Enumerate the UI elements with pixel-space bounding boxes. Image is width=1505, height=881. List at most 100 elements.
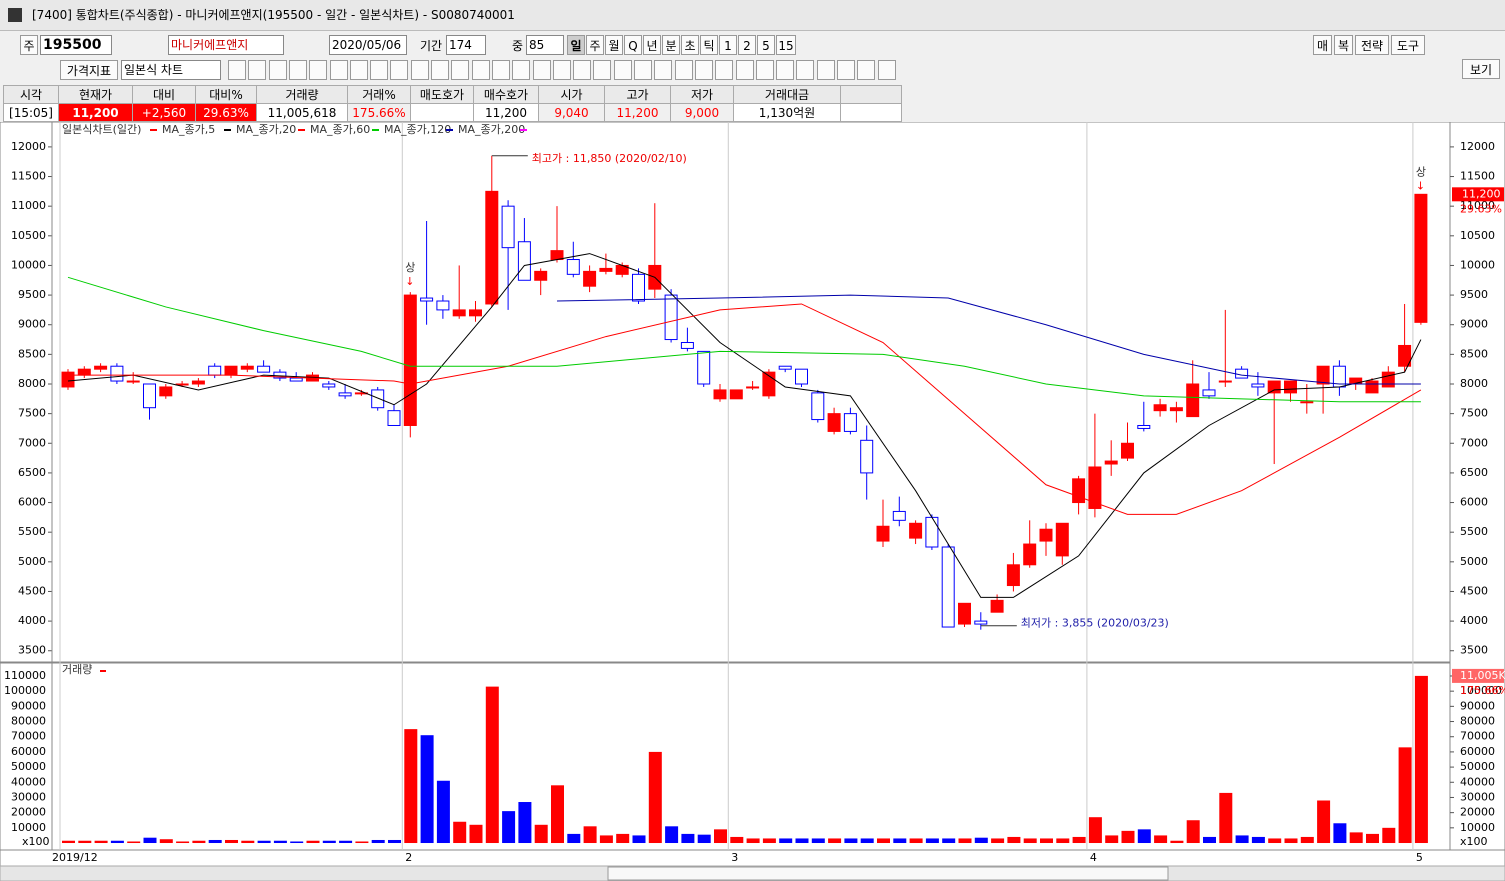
- candle-body: [909, 522, 923, 539]
- volume-bar: [665, 826, 679, 844]
- tool-icon[interactable]: [735, 60, 754, 80]
- candle-body: [1202, 389, 1216, 397]
- tool-icon[interactable]: [390, 60, 409, 80]
- candle-body: [387, 410, 401, 426]
- tool-icon[interactable]: [228, 60, 246, 80]
- volume-bar: [485, 686, 499, 844]
- vol-tick-label: 80000: [1460, 715, 1495, 728]
- tool-icon[interactable]: [857, 60, 876, 80]
- quote-table: 시각 현재가 대비 대비% 거래량 거래% 매도호가 매수호가 시가 고가 저가 거래대금 [15:05…: [3, 85, 902, 122]
- tool-icon[interactable]: [268, 60, 287, 80]
- tool-icon[interactable]: [796, 60, 815, 80]
- tool-icon[interactable]: [593, 60, 612, 80]
- candle-body: [778, 365, 792, 370]
- candle-body: [224, 365, 238, 376]
- quote-header: 시각: [3, 85, 59, 104]
- tool-icon[interactable]: [755, 60, 774, 80]
- tool-icon[interactable]: [674, 60, 693, 80]
- tool-icon[interactable]: [248, 60, 267, 80]
- tool-icon[interactable]: [491, 60, 510, 80]
- y-tick-label-left: 6500: [18, 466, 46, 479]
- candle-body: [1137, 424, 1151, 429]
- volume-bar: [551, 785, 564, 844]
- mid-input[interactable]: 85: [526, 35, 564, 55]
- tool-icon[interactable]: [410, 60, 429, 80]
- tool-icon[interactable]: [634, 60, 652, 80]
- right-button[interactable]: 전략: [1355, 35, 1389, 55]
- tool-icon[interactable]: [370, 60, 389, 80]
- period-button[interactable]: 주: [586, 35, 604, 55]
- candle-body: [534, 270, 548, 281]
- y-tick-label: 6500: [1460, 466, 1488, 479]
- quote-header: 고가: [604, 85, 671, 104]
- quote-value: [15:05]: [3, 103, 59, 122]
- legend-entry: MA_종가,60: [310, 123, 370, 136]
- tool-icon[interactable]: [349, 60, 368, 80]
- name-input[interactable]: 마니커에프앤지: [168, 35, 284, 55]
- volume-bar: [78, 840, 92, 844]
- period-button[interactable]: 초: [681, 35, 699, 55]
- period-button[interactable]: 5: [757, 35, 775, 55]
- vol-tick-label-left: 50000: [11, 760, 46, 773]
- candle-body: [827, 413, 841, 432]
- vol-tick-label: 100000: [1460, 684, 1502, 697]
- candle-body: [892, 510, 906, 521]
- tool-icon[interactable]: [776, 60, 795, 80]
- period-button[interactable]: 15: [776, 35, 796, 55]
- tool-icon[interactable]: [471, 60, 490, 80]
- candle-body: [1006, 564, 1020, 587]
- tool-icon[interactable]: [309, 60, 328, 80]
- period-button[interactable]: 일: [567, 35, 585, 55]
- tool-icon[interactable]: [654, 60, 673, 80]
- volume-bar: [1268, 838, 1282, 844]
- tool-icon[interactable]: [715, 60, 734, 80]
- title-bar: [7400] 통합차트(주식종합) - 마니커에프앤지(195500 - 일간 …: [0, 0, 1505, 31]
- quote-empty: [840, 103, 902, 122]
- volume-bar: [371, 839, 385, 844]
- tool-icon[interactable]: [431, 60, 449, 80]
- quote-header: 거래량: [256, 85, 348, 104]
- tool-icon[interactable]: [451, 60, 470, 80]
- period-button[interactable]: 1: [719, 35, 737, 55]
- tool-icon[interactable]: [288, 60, 307, 80]
- date-input[interactable]: 2020/05/06: [329, 35, 407, 55]
- volume-bar: [1235, 835, 1249, 844]
- scroll-thumb: [607, 866, 1169, 881]
- period-button[interactable]: 2: [738, 35, 756, 55]
- period-input[interactable]: 174: [446, 35, 486, 55]
- period-button[interactable]: Q: [624, 35, 642, 55]
- period-button[interactable]: 분: [662, 35, 680, 55]
- volume-bar: [306, 840, 320, 844]
- quote-value: 1,130억원: [733, 103, 841, 122]
- indicator-button[interactable]: 가격지표: [60, 60, 118, 80]
- code-prefix[interactable]: 주: [20, 35, 38, 55]
- tool-icon[interactable]: [532, 60, 551, 80]
- y-tick-label-left: 4000: [18, 614, 46, 627]
- period-button[interactable]: 년: [643, 35, 661, 55]
- tool-icon[interactable]: [573, 60, 592, 80]
- tool-icon[interactable]: [837, 60, 855, 80]
- right-button[interactable]: 도구: [1391, 35, 1425, 55]
- period-button[interactable]: 틱: [700, 35, 718, 55]
- quote-header: 거래%: [347, 85, 411, 104]
- style-select[interactable]: 일본식 차트: [121, 60, 221, 80]
- tool-icon[interactable]: [329, 60, 348, 80]
- tool-icon[interactable]: [613, 60, 632, 80]
- right-button[interactable]: 복: [1334, 35, 1353, 55]
- y-tick-label-left: 8000: [18, 377, 46, 390]
- volume-bar: [893, 838, 907, 844]
- right-button[interactable]: 매: [1313, 35, 1332, 55]
- candle-body: [746, 386, 760, 389]
- candle-body: [420, 297, 434, 302]
- tool-icon[interactable]: [694, 60, 713, 80]
- y-tick-label-left: 11500: [11, 170, 46, 183]
- candle-body: [1398, 344, 1412, 367]
- tool-icon[interactable]: [877, 60, 896, 80]
- tool-icon[interactable]: [816, 60, 835, 80]
- code-input[interactable]: 195500: [40, 35, 112, 55]
- tool-icon[interactable]: [552, 60, 571, 80]
- tool-icon[interactable]: [512, 60, 531, 80]
- view-button[interactable]: 보기: [1462, 59, 1500, 79]
- period-button[interactable]: 월: [605, 35, 623, 55]
- volume-bar: [1040, 838, 1053, 844]
